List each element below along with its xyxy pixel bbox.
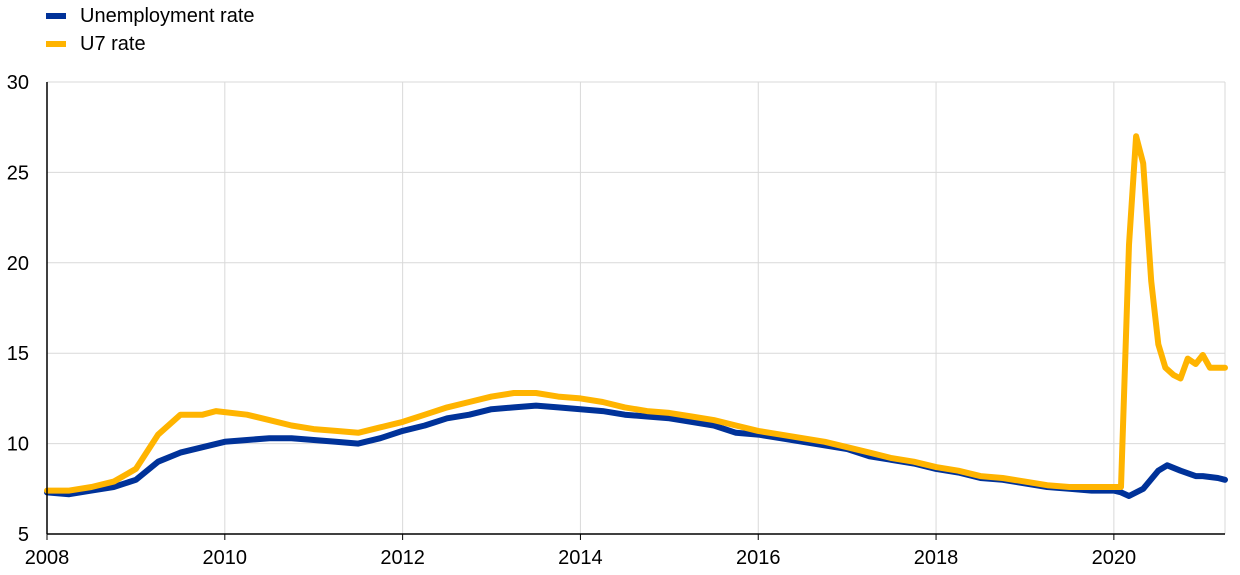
legend-label-u7: U7 rate [80, 32, 146, 55]
y-tick-label: 30 [7, 72, 29, 94]
y-tick-label: 25 [7, 162, 29, 184]
legend: Unemployment rate U7 rate [46, 2, 255, 58]
series-line-unemployment [44, 402, 1228, 499]
x-tick-label: 2012 [380, 547, 425, 569]
series-lines [44, 133, 1228, 499]
legend-swatch-unemployment [46, 13, 66, 19]
y-tick-label: 5 [18, 524, 29, 546]
x-tick-label: 2018 [914, 547, 959, 569]
legend-item-unemployment: Unemployment rate [46, 2, 255, 30]
series-line-u7 [44, 133, 1228, 494]
axes [46, 82, 1225, 540]
y-axis-tick-labels: 5 10 15 20 25 30 [7, 72, 29, 546]
x-axis-tick-labels: 2008 2010 2012 2014 2016 2018 2020 [25, 547, 1136, 569]
x-tick-label: 2008 [25, 547, 70, 569]
legend-item-u7: U7 rate [46, 30, 255, 58]
legend-label-unemployment: Unemployment rate [80, 4, 255, 27]
legend-swatch-u7 [46, 41, 66, 47]
x-tick-label: 2016 [736, 547, 781, 569]
y-tick-label: 20 [7, 253, 29, 275]
y-tick-label: 10 [7, 434, 29, 456]
y-tick-label: 15 [7, 343, 29, 365]
x-tick-label: 2010 [203, 547, 248, 569]
x-tick-label: 2020 [1092, 547, 1137, 569]
grid-lines [47, 81, 1226, 534]
x-tick-label: 2014 [558, 547, 603, 569]
